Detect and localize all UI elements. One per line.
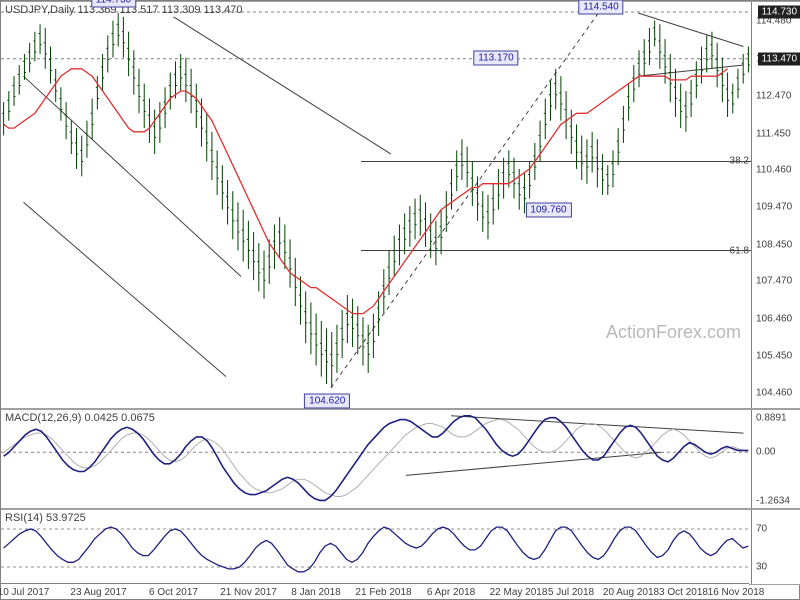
price-svg — [1, 2, 751, 410]
price-label: 114.540 — [578, 0, 623, 15]
macd-chart-area[interactable] — [1, 410, 751, 508]
price-label: 109.760 — [525, 203, 571, 218]
time-axis: 10 Jul 201723 Aug 20176 Oct 201721 Nov 2… — [1, 583, 749, 599]
macd-panel: MACD(12,26,9) 0.0425 0.0675 -1.26340.000… — [1, 409, 800, 509]
macd-y-axis: -1.26340.000.8891 — [751, 410, 800, 508]
price-chart-area[interactable]: ActionForex.com 114.730113.170114.540109… — [1, 2, 751, 408]
price-label: 114.730 — [91, 0, 136, 8]
rsi-y-axis: 3070 — [751, 510, 800, 584]
rsi-chart-area[interactable] — [1, 510, 751, 584]
macd-title: MACD(12,26,9) 0.0425 0.0675 — [5, 412, 155, 424]
rsi-panel: RSI(14) 53.9725 3070 — [1, 509, 800, 585]
macd-svg — [1, 410, 751, 510]
price-label: 104.620 — [304, 394, 350, 409]
price-y-axis: 104.460105.450106.460107.470108.450109.4… — [751, 2, 800, 408]
rsi-svg — [1, 510, 751, 586]
price-label: 113.170 — [473, 50, 518, 65]
price-chart-panel: USDJPY,Daily 113.369 113.517 113.309 113… — [1, 1, 800, 409]
rsi-title: RSI(14) 53.9725 — [5, 512, 86, 524]
